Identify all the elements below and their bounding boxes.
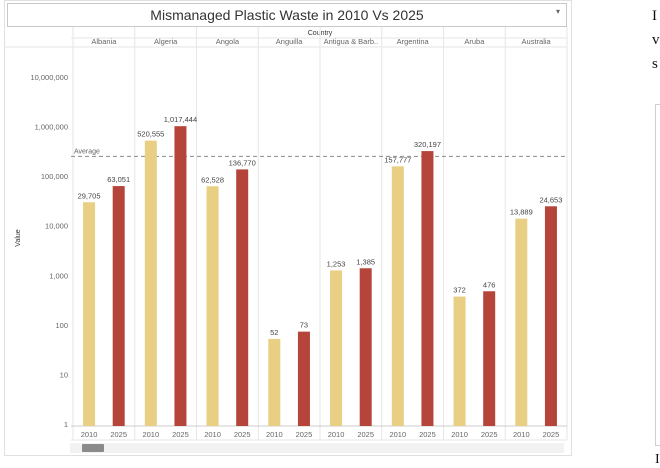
bar-2025 bbox=[483, 291, 496, 426]
bar-value-label: 24,653 bbox=[539, 195, 562, 204]
bar-2010 bbox=[206, 186, 219, 426]
bar-value-label: 1,385 bbox=[356, 257, 375, 266]
bar-value-label: 372 bbox=[453, 286, 466, 295]
side-line-1: I bbox=[652, 8, 657, 24]
bar-value-label: 52 bbox=[270, 328, 278, 337]
bar-2010 bbox=[83, 202, 96, 426]
side-line-3: s bbox=[652, 56, 658, 72]
bar-value-label: 29,705 bbox=[78, 191, 101, 200]
x-tick-label: 2010 bbox=[81, 430, 98, 439]
bar-2025 bbox=[236, 169, 249, 426]
bar-value-label: 63,051 bbox=[107, 175, 130, 184]
x-tick-label: 2025 bbox=[234, 430, 251, 439]
x-tick-label: 2025 bbox=[296, 430, 313, 439]
bar-2025 bbox=[174, 126, 187, 426]
x-tick-label: 2010 bbox=[451, 430, 468, 439]
x-tick-label: 2010 bbox=[328, 430, 345, 439]
x-tick-label: 2010 bbox=[389, 430, 406, 439]
x-tick-label: 2010 bbox=[513, 430, 530, 439]
chart-title: Mismanaged Plastic Waste in 2010 Vs 2025 bbox=[150, 7, 424, 23]
y-axis-label: Value bbox=[15, 229, 22, 246]
bar-value-label: 320,197 bbox=[414, 140, 441, 149]
x-tick-label: 2025 bbox=[172, 430, 189, 439]
bar-2010 bbox=[453, 296, 466, 426]
bar-2010 bbox=[330, 270, 343, 426]
side-panel bbox=[655, 104, 660, 446]
side-text: I v s bbox=[652, 4, 660, 76]
bar-2010 bbox=[268, 338, 281, 426]
bar-value-label: 13,889 bbox=[510, 208, 533, 217]
country-header: Australia bbox=[522, 37, 552, 46]
y-tick-label: 1,000 bbox=[49, 271, 68, 280]
x-tick-label: 2010 bbox=[266, 430, 283, 439]
x-tick-label: 2025 bbox=[481, 430, 498, 439]
x-tick-label: 2010 bbox=[142, 430, 159, 439]
bar-2010 bbox=[391, 166, 404, 426]
country-header: Albania bbox=[91, 37, 117, 46]
dropdown-caret-icon[interactable]: ▾ bbox=[555, 7, 560, 16]
average-label: Average bbox=[74, 148, 100, 155]
bar-value-label: 62,528 bbox=[201, 175, 224, 184]
x-tick-label: 2025 bbox=[110, 430, 127, 439]
y-tick-label: 10,000,000 bbox=[30, 73, 68, 82]
bar-value-label: 136,770 bbox=[229, 158, 256, 167]
y-tick-label: 1,000,000 bbox=[35, 123, 68, 132]
x-tick-label: 2025 bbox=[543, 430, 560, 439]
bar-value-label: 157,777 bbox=[384, 155, 411, 164]
x-tick-label: 2025 bbox=[357, 430, 374, 439]
country-header: Argentina bbox=[397, 37, 430, 46]
x-tick-label: 2010 bbox=[204, 430, 221, 439]
bar-value-label: 476 bbox=[483, 280, 496, 289]
side-line-2: v bbox=[652, 32, 660, 48]
country-header: Aruba bbox=[464, 37, 485, 46]
y-tick-label: 100,000 bbox=[41, 172, 68, 181]
y-tick-label: 10 bbox=[60, 370, 68, 379]
bar-2025 bbox=[544, 206, 557, 426]
title-bar: Mismanaged Plastic Waste in 2010 Vs 2025… bbox=[7, 3, 567, 27]
chart-frame: Mismanaged Plastic Waste in 2010 Vs 2025… bbox=[4, 0, 572, 456]
bar-value-label: 1,017,444 bbox=[164, 115, 197, 124]
country-header: Antigua & Barb.. bbox=[324, 37, 379, 46]
y-tick-label: 10,000 bbox=[45, 222, 68, 231]
country-header: Angola bbox=[216, 37, 240, 46]
bar-2025 bbox=[112, 186, 125, 426]
country-header: Anguilla bbox=[276, 37, 304, 46]
horizontal-scrollbar[interactable] bbox=[70, 443, 564, 453]
bar-value-label: 520,555 bbox=[137, 130, 164, 139]
bar-2025 bbox=[297, 331, 310, 426]
x-tick-label: 2025 bbox=[419, 430, 436, 439]
bar-2025 bbox=[421, 151, 434, 426]
scrollbar-thumb[interactable] bbox=[82, 444, 104, 452]
bar-2025 bbox=[359, 268, 372, 426]
bar-value-label: 1,253 bbox=[327, 259, 346, 268]
bar-2010 bbox=[144, 140, 157, 426]
y-tick-label: 100 bbox=[55, 321, 68, 330]
side-bottom-text: I bbox=[655, 452, 660, 467]
country-header: Algeria bbox=[154, 37, 178, 46]
plot-area: CountryValue1101001,00010,000100,0001,00… bbox=[4, 27, 568, 441]
bar-value-label: 73 bbox=[300, 321, 308, 330]
y-tick-label: 1 bbox=[64, 420, 68, 429]
bar-2010 bbox=[515, 218, 528, 426]
